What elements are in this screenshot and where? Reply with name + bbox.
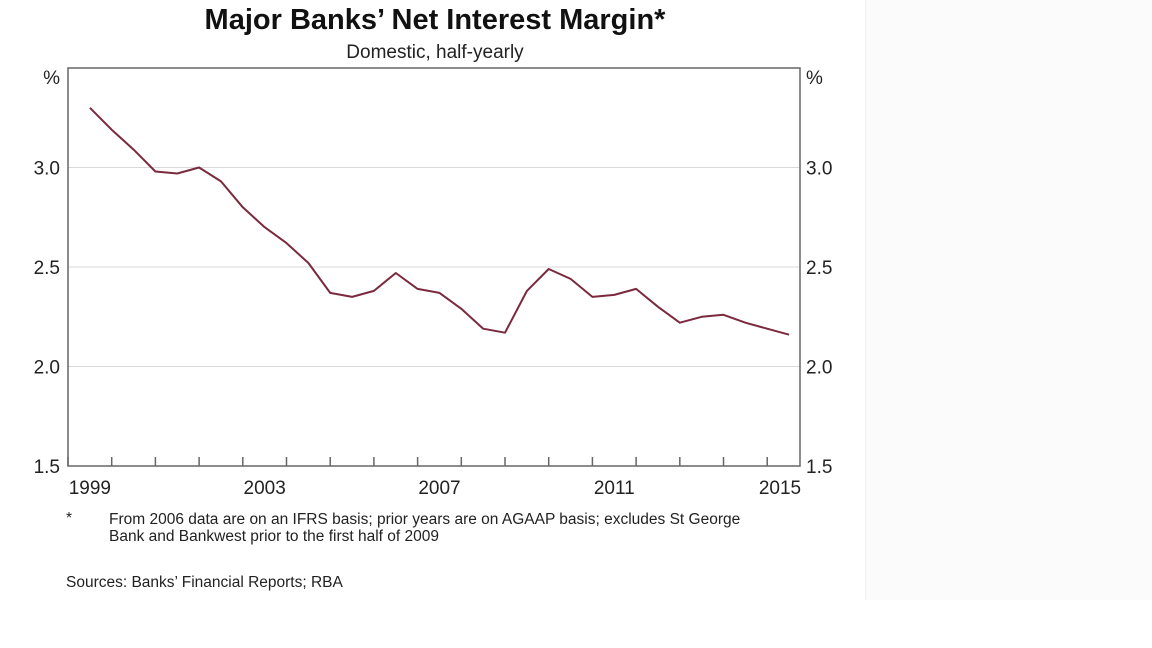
footnote-text: From 2006 data are on an IFRS basis; pri… <box>109 511 741 545</box>
sources-note: Sources: Banks’ Financial Reports; RBA <box>66 574 343 591</box>
y-tick-right-3: 3.0 <box>806 159 832 180</box>
y-unit-right: % <box>806 68 823 89</box>
blank-side-panel <box>865 0 1152 600</box>
y-tick-left-0: 1.5 <box>34 457 60 478</box>
y-tick-left-1: 2.0 <box>34 358 60 379</box>
y-tick-right-0: 1.5 <box>806 457 832 478</box>
net-interest-margin-line <box>89 107 790 336</box>
y-tick-right-1: 2.0 <box>806 358 832 379</box>
axis-labels: 1.5 1.5 2.0 2.0 2.5 2.5 3.0 3.0% % 1999 2003 2007 20… <box>34 68 833 499</box>
x-tick-label-1: 2003 <box>244 478 286 499</box>
line-chart: 1.5 1.5 2.0 2.0 2.5 2.5 3.0 3.0% % 1999 2003 2007 20… <box>34 67 833 499</box>
footnote-marker: * <box>66 510 73 527</box>
y-tick-left-2: 2.5 <box>34 258 60 279</box>
x-tick-label-3: 2011 <box>594 478 635 499</box>
y-unit-left: % <box>43 68 60 89</box>
plot-frame <box>67 67 801 467</box>
y-tick-left-3: 3.0 <box>34 159 60 180</box>
gridlines <box>68 167 800 367</box>
x-tick-label-2: 2007 <box>418 478 460 499</box>
x-tick-label-4: 2015 <box>759 478 801 499</box>
y-tick-right-2: 2.5 <box>806 258 832 279</box>
x-tick-label-0: 1999 <box>69 478 111 499</box>
chart-subtitle: Domestic, half-yearly <box>346 42 524 63</box>
chart-title: Major Banks’ Net Interest Margin* <box>204 4 666 36</box>
x-axis-ticks <box>67 457 768 466</box>
